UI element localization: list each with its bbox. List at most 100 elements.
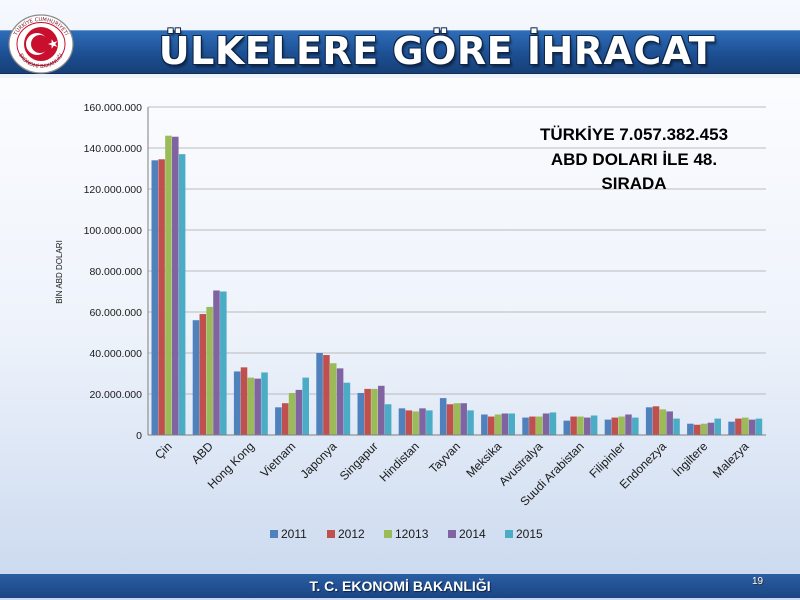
category-label: Hindistan xyxy=(377,439,422,484)
legend-marker xyxy=(384,530,392,538)
y-tick-label: 20.000.000 xyxy=(89,389,142,401)
bar xyxy=(439,398,447,435)
legend-label: 2015 xyxy=(516,527,543,541)
bar xyxy=(206,306,213,435)
bar xyxy=(220,291,227,435)
bar xyxy=(666,411,673,435)
bar xyxy=(178,154,186,435)
bar xyxy=(659,409,667,435)
bar xyxy=(604,419,612,435)
bar xyxy=(673,418,680,435)
legend-label: 2011 xyxy=(281,527,307,541)
bar xyxy=(172,136,179,435)
bar xyxy=(570,416,577,435)
bar xyxy=(281,403,289,435)
bar xyxy=(625,414,632,435)
category-label: ABD xyxy=(189,439,217,467)
chart-legend: 2011 2012 12013 2014 2015 xyxy=(270,527,543,541)
bar xyxy=(508,413,515,435)
chart-tick-labels: 0 20.000.000 40.000.000 60.000.000 80.000.00… xyxy=(84,102,143,442)
category-label: Filipinler xyxy=(586,439,627,480)
category-label: Tayvan xyxy=(426,439,463,476)
bar xyxy=(735,418,742,435)
legend-marker xyxy=(327,530,335,538)
legend-label: 2014 xyxy=(459,527,486,541)
category-label: Meksika xyxy=(463,439,504,480)
page-title: ÜLKELERE GÖRE İHRACAT xyxy=(158,29,716,73)
bar xyxy=(192,320,200,435)
bar xyxy=(687,423,694,435)
footer-band: T. C. EKONOMİ BAKANLIĞI xyxy=(0,574,800,598)
y-tick-label: 100.000.000 xyxy=(84,225,143,237)
category-label: İngiltere xyxy=(670,439,710,479)
bar xyxy=(549,412,557,435)
bar xyxy=(240,367,248,435)
bar xyxy=(700,423,708,435)
legend-marker xyxy=(448,530,456,538)
bar xyxy=(288,392,296,435)
bar xyxy=(371,388,378,435)
category-label: Malezya xyxy=(710,439,752,481)
bar xyxy=(275,407,282,435)
chart-axes xyxy=(147,107,766,436)
bar xyxy=(501,413,509,435)
category-label: Vietnam xyxy=(257,439,298,480)
bar xyxy=(151,160,159,436)
bar xyxy=(728,421,735,435)
bar xyxy=(522,417,529,435)
bar xyxy=(632,417,639,435)
bar xyxy=(426,410,433,435)
bar xyxy=(446,404,454,435)
bar xyxy=(590,415,598,435)
ministry-logo: TÜRKİYE CUMHURİYETİ EKONOMİ BAKANLIĞI xyxy=(8,14,74,74)
bar xyxy=(755,418,763,435)
bar xyxy=(336,368,344,435)
bar xyxy=(233,371,241,435)
bar xyxy=(707,422,715,435)
bar xyxy=(295,389,303,435)
bar xyxy=(487,416,495,435)
bar xyxy=(584,417,591,435)
bar xyxy=(343,382,351,435)
y-axis-label: BİN ABD DOLARI xyxy=(55,240,64,304)
y-tick-label: 140.000.000 xyxy=(84,143,143,155)
bar xyxy=(542,413,550,435)
bar xyxy=(254,378,261,435)
bar xyxy=(199,314,207,435)
bar xyxy=(481,414,488,435)
legend-label: 12013 xyxy=(395,527,429,541)
bar xyxy=(419,408,426,435)
category-label: Çin xyxy=(152,439,175,462)
bar xyxy=(529,416,536,435)
bar xyxy=(577,416,584,435)
legend-marker xyxy=(505,530,513,538)
bar xyxy=(618,416,625,435)
page-number: 19 xyxy=(752,576,764,587)
bar xyxy=(748,419,756,435)
chart-bars xyxy=(151,135,763,436)
bar xyxy=(453,403,461,435)
bar xyxy=(467,410,474,435)
category-label: Singapur xyxy=(337,439,381,483)
bar-chart: 0 20.000.000 40.000.000 60.000.000 80.000.00… xyxy=(55,102,766,541)
bar xyxy=(261,372,268,435)
bar xyxy=(405,410,413,435)
bar xyxy=(611,417,619,435)
footer-text: T. C. EKONOMİ BAKANLIĞI xyxy=(309,578,491,594)
bar xyxy=(378,385,385,435)
y-tick-label: 120.000.000 xyxy=(84,184,143,196)
bar xyxy=(213,290,220,435)
bar xyxy=(494,414,502,435)
bar xyxy=(302,377,309,435)
category-label: Japonya xyxy=(298,439,340,481)
bar xyxy=(357,392,365,435)
bar xyxy=(714,418,721,435)
y-tick-label: 80.000.000 xyxy=(89,266,142,278)
bar xyxy=(741,417,749,435)
bar xyxy=(158,159,165,435)
header-band xyxy=(0,30,800,74)
bar xyxy=(316,353,323,435)
y-tick-label: 60.000.000 xyxy=(89,307,142,319)
bar xyxy=(412,411,419,435)
bar xyxy=(563,420,571,435)
